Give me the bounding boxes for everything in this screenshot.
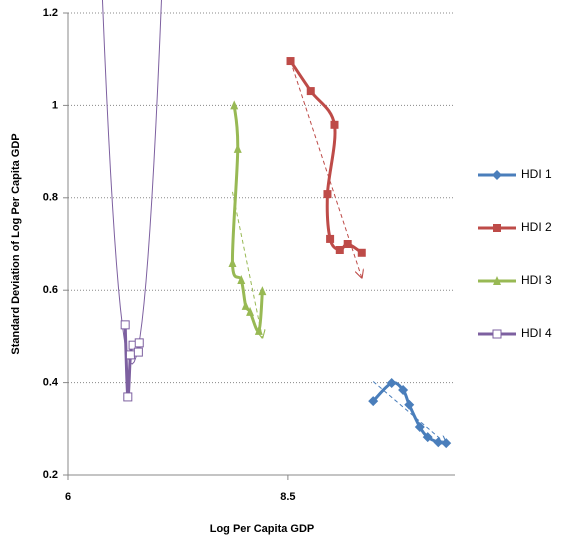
marker xyxy=(306,87,315,96)
marker xyxy=(120,320,130,330)
x-axis-title: Log Per Capita GDP xyxy=(210,523,315,535)
legend-label: HDI 1 xyxy=(521,167,552,181)
marker xyxy=(493,276,501,285)
marker xyxy=(414,421,425,432)
series-line xyxy=(230,105,264,333)
x-tick-label: 8.5 xyxy=(280,491,295,503)
marker xyxy=(134,338,144,348)
marker xyxy=(125,350,135,360)
marker xyxy=(330,120,339,129)
marker xyxy=(237,275,246,285)
marker xyxy=(254,325,263,335)
marker xyxy=(492,170,502,180)
marker xyxy=(493,224,501,232)
x-tick-label: 6 xyxy=(65,491,71,503)
legend-label: HDI 4 xyxy=(521,326,552,340)
marker xyxy=(246,306,255,316)
marker xyxy=(233,143,242,153)
marker xyxy=(258,286,267,296)
marker xyxy=(241,300,250,310)
marker xyxy=(323,190,332,199)
marker xyxy=(422,432,433,443)
trendline xyxy=(101,0,162,365)
marker xyxy=(492,329,502,339)
legend-label: HDI 3 xyxy=(521,273,552,287)
y-axis-title: Standard Deviation of Log Per Capita GDP xyxy=(10,133,22,354)
marker xyxy=(286,57,295,66)
marker xyxy=(230,100,239,110)
marker xyxy=(343,240,352,248)
marker xyxy=(228,257,237,267)
y-tick-label: 1.2 xyxy=(43,7,58,19)
y-tick-label: 0.2 xyxy=(43,469,58,481)
marker xyxy=(123,392,133,402)
series-line xyxy=(123,324,141,399)
marker xyxy=(404,399,415,410)
legend-label: HDI 2 xyxy=(521,220,552,234)
y-tick-label: 0.6 xyxy=(43,284,58,296)
series-line xyxy=(372,381,447,445)
trendline xyxy=(372,381,446,444)
y-tick-label: 1 xyxy=(52,99,58,111)
marker xyxy=(398,384,409,395)
marker xyxy=(133,347,143,357)
marker xyxy=(386,378,397,389)
trendline xyxy=(231,191,262,338)
series-line xyxy=(289,60,363,255)
marker xyxy=(357,248,366,257)
marker xyxy=(368,396,379,407)
y-tick-label: 0.4 xyxy=(43,377,59,389)
marker xyxy=(335,246,344,255)
marker xyxy=(326,234,335,243)
y-tick-label: 0.8 xyxy=(43,192,58,204)
marker xyxy=(441,438,452,449)
marker xyxy=(433,437,444,448)
